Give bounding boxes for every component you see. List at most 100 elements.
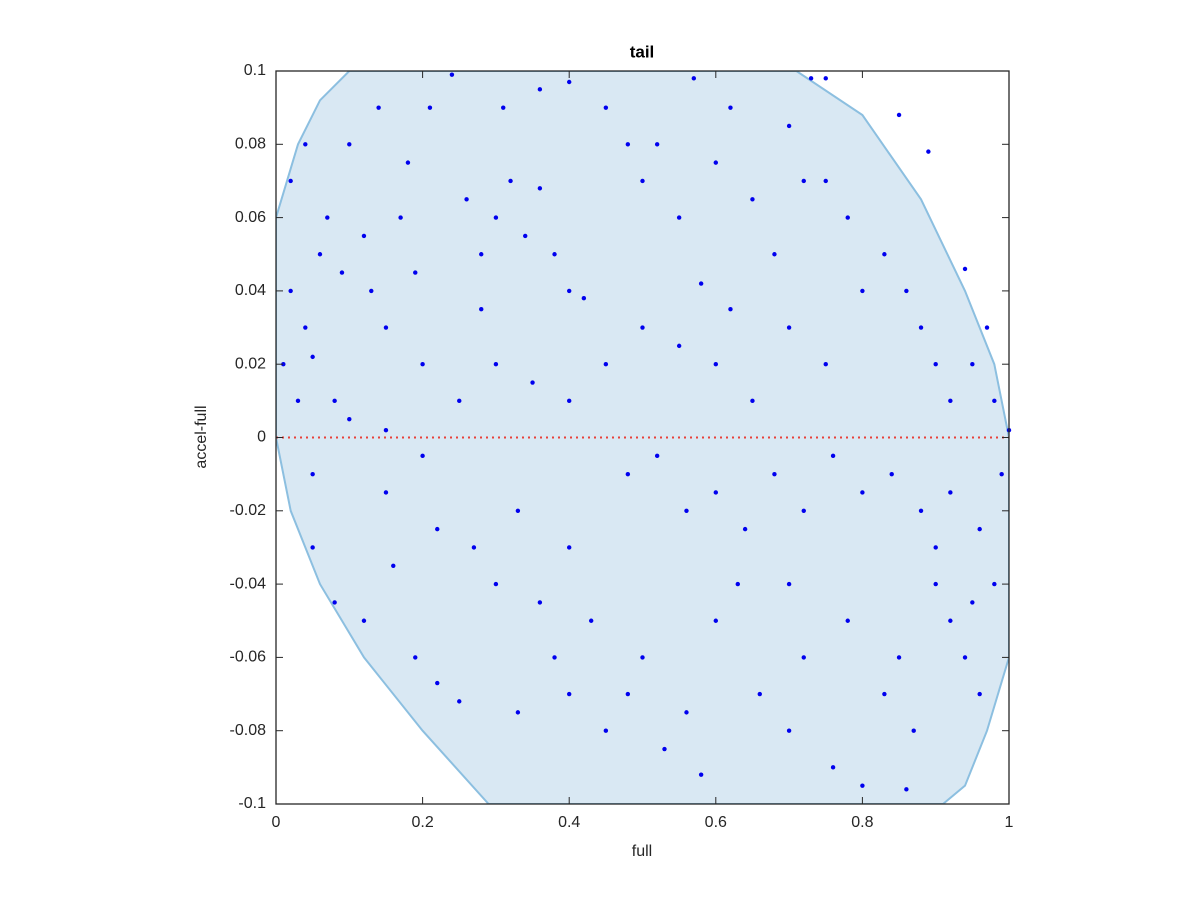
point — [449, 72, 455, 77]
point — [464, 197, 469, 202]
point — [625, 691, 631, 697]
point — [603, 728, 609, 733]
point — [640, 655, 645, 660]
point — [493, 362, 499, 367]
point — [515, 508, 521, 513]
point — [962, 655, 968, 660]
point — [581, 296, 587, 301]
point — [757, 691, 762, 697]
point — [992, 581, 997, 587]
point — [603, 362, 609, 367]
point — [405, 160, 411, 165]
x-tick-label: 0.6 — [705, 814, 727, 831]
point — [830, 765, 836, 770]
point — [698, 281, 704, 286]
point — [625, 471, 631, 477]
point — [515, 710, 521, 715]
point — [984, 325, 990, 330]
point — [493, 215, 499, 220]
point — [918, 508, 924, 513]
point — [772, 252, 777, 257]
point — [970, 600, 975, 605]
point — [684, 710, 689, 715]
point — [904, 288, 909, 294]
point — [640, 178, 645, 184]
point — [977, 691, 982, 697]
point — [435, 526, 440, 532]
point — [420, 453, 425, 459]
point — [713, 160, 718, 165]
point — [376, 105, 381, 110]
point — [479, 252, 484, 257]
point — [676, 343, 682, 349]
point — [713, 490, 718, 495]
point — [808, 76, 814, 81]
y-tick-label: 0.1 — [244, 62, 266, 79]
point — [413, 655, 418, 660]
point — [567, 288, 572, 294]
point — [537, 600, 543, 605]
chart-title: tail — [630, 42, 655, 61]
point — [735, 581, 740, 587]
point — [823, 178, 828, 184]
point — [742, 526, 748, 532]
point — [325, 215, 330, 220]
point — [728, 307, 733, 312]
point — [457, 699, 462, 704]
point — [896, 112, 902, 118]
point — [662, 746, 667, 752]
y-tick-label: 0.04 — [235, 282, 266, 299]
plot-area — [276, 71, 1012, 804]
point — [911, 728, 916, 733]
y-tick-label: -0.1 — [238, 795, 266, 812]
y-tick-label: -0.04 — [230, 575, 267, 592]
point — [970, 362, 975, 367]
x-axis-label: full — [632, 843, 652, 860]
y-tick-label: 0.02 — [235, 355, 266, 372]
point — [713, 362, 718, 367]
point — [398, 215, 403, 220]
point — [698, 772, 704, 777]
point — [310, 471, 315, 477]
point — [332, 600, 337, 605]
x-tick-label: 0 — [272, 814, 281, 831]
point — [310, 354, 315, 360]
point — [801, 655, 806, 660]
point — [948, 398, 953, 404]
y-tick-label: -0.02 — [230, 502, 267, 519]
point — [918, 325, 924, 330]
point — [383, 427, 389, 433]
point — [772, 471, 777, 477]
point — [786, 581, 792, 587]
y-tick-label: 0.08 — [235, 136, 266, 153]
point — [933, 362, 938, 367]
point — [303, 325, 308, 330]
point — [567, 691, 572, 697]
point — [654, 142, 660, 147]
point — [471, 545, 477, 550]
point — [801, 178, 806, 184]
x-tick-label: 0.2 — [411, 814, 433, 831]
point — [361, 233, 367, 239]
point — [882, 691, 887, 697]
point — [303, 142, 308, 147]
point — [882, 252, 887, 257]
point — [295, 398, 301, 404]
point — [786, 325, 792, 330]
point — [435, 680, 440, 686]
point — [713, 618, 718, 623]
point — [588, 618, 594, 623]
point — [896, 655, 902, 660]
point — [347, 416, 352, 422]
point — [288, 288, 293, 294]
point — [310, 545, 315, 550]
point — [537, 87, 543, 92]
point — [413, 270, 418, 275]
point — [457, 398, 462, 404]
point — [999, 471, 1004, 477]
point — [317, 252, 323, 257]
point — [933, 545, 938, 550]
point — [691, 76, 697, 81]
point — [339, 270, 345, 275]
point — [567, 545, 572, 550]
